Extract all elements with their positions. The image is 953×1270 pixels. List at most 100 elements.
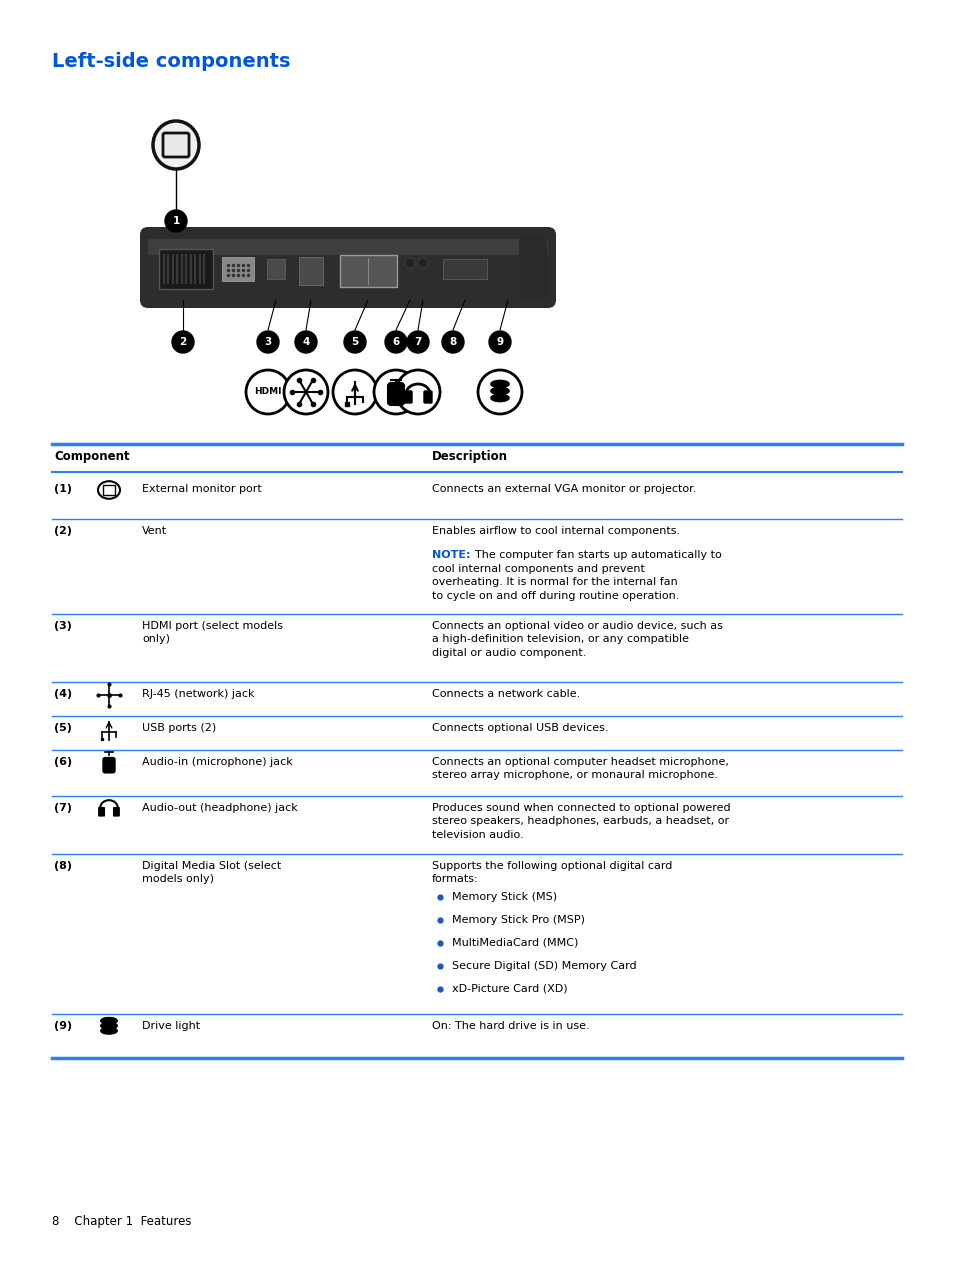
Ellipse shape — [491, 395, 509, 401]
Text: Connects a network cable.: Connects a network cable. — [432, 690, 579, 698]
Ellipse shape — [491, 381, 509, 387]
Text: HDMI port (select models: HDMI port (select models — [142, 621, 283, 631]
Circle shape — [344, 331, 366, 353]
Circle shape — [385, 331, 407, 353]
Circle shape — [333, 370, 376, 414]
FancyBboxPatch shape — [103, 485, 114, 495]
Text: 2: 2 — [179, 337, 187, 347]
Text: (6): (6) — [54, 757, 72, 767]
Text: Supports the following optional digital card: Supports the following optional digital … — [432, 861, 672, 871]
Text: Connects an external VGA monitor or projector.: Connects an external VGA monitor or proj… — [432, 484, 696, 494]
Text: RJ-45 (network) jack: RJ-45 (network) jack — [142, 690, 254, 698]
FancyBboxPatch shape — [148, 239, 547, 255]
Text: 6: 6 — [392, 337, 399, 347]
Ellipse shape — [491, 387, 509, 395]
Text: (8): (8) — [54, 861, 71, 871]
Text: formats:: formats: — [432, 875, 478, 884]
FancyBboxPatch shape — [98, 806, 105, 817]
Text: 5: 5 — [351, 337, 358, 347]
FancyBboxPatch shape — [518, 236, 546, 298]
Text: 1: 1 — [172, 216, 179, 226]
Text: Left-side components: Left-side components — [52, 52, 291, 71]
Text: Drive light: Drive light — [142, 1021, 200, 1031]
Text: HDMI: HDMI — [254, 387, 281, 396]
Text: Connects optional USB devices.: Connects optional USB devices. — [432, 723, 608, 733]
Text: television audio.: television audio. — [432, 831, 523, 839]
FancyBboxPatch shape — [403, 391, 412, 403]
Text: Description: Description — [432, 450, 507, 464]
Text: (2): (2) — [54, 526, 71, 536]
Text: models only): models only) — [142, 875, 213, 884]
Text: 8: 8 — [449, 337, 456, 347]
FancyBboxPatch shape — [112, 806, 120, 817]
Text: a high-definition television, or any compatible: a high-definition television, or any com… — [432, 635, 688, 644]
Text: Secure Digital (SD) Memory Card: Secure Digital (SD) Memory Card — [452, 961, 636, 970]
Text: Vent: Vent — [142, 526, 167, 536]
Text: External monitor port: External monitor port — [142, 484, 261, 494]
Circle shape — [395, 370, 439, 414]
Circle shape — [477, 370, 521, 414]
Text: 9: 9 — [496, 337, 503, 347]
FancyBboxPatch shape — [423, 391, 432, 403]
Text: to cycle on and off during routine operation.: to cycle on and off during routine opera… — [432, 591, 679, 601]
FancyBboxPatch shape — [159, 249, 213, 290]
Text: stereo speakers, headphones, earbuds, a headset, or: stereo speakers, headphones, earbuds, a … — [432, 817, 728, 827]
Circle shape — [165, 210, 187, 232]
Text: Component: Component — [54, 450, 130, 464]
Circle shape — [405, 258, 415, 268]
Text: stereo array microphone, or monaural microphone.: stereo array microphone, or monaural mic… — [432, 771, 718, 781]
Text: only): only) — [142, 635, 170, 644]
Text: Produces sound when connected to optional powered: Produces sound when connected to optiona… — [432, 803, 730, 813]
Text: 7: 7 — [414, 337, 421, 347]
Text: (1): (1) — [54, 484, 71, 494]
Text: Audio-in (microphone) jack: Audio-in (microphone) jack — [142, 757, 293, 767]
FancyBboxPatch shape — [388, 384, 403, 405]
Circle shape — [172, 331, 193, 353]
Text: (3): (3) — [54, 621, 71, 631]
Circle shape — [284, 370, 328, 414]
Text: (5): (5) — [54, 723, 71, 733]
Text: Digital Media Slot (select: Digital Media Slot (select — [142, 861, 281, 871]
FancyBboxPatch shape — [339, 255, 396, 287]
Text: USB ports (2): USB ports (2) — [142, 723, 216, 733]
Text: Memory Stick Pro (MSP): Memory Stick Pro (MSP) — [452, 914, 584, 925]
Text: (7): (7) — [54, 803, 71, 813]
FancyBboxPatch shape — [222, 257, 253, 281]
Text: cool internal components and prevent: cool internal components and prevent — [432, 564, 644, 574]
Text: Connects an optional video or audio device, such as: Connects an optional video or audio devi… — [432, 621, 722, 631]
Text: Connects an optional computer headset microphone,: Connects an optional computer headset mi… — [432, 757, 728, 767]
Text: The computer fan starts up automatically to: The computer fan starts up automatically… — [475, 550, 721, 560]
Circle shape — [294, 331, 316, 353]
Text: 3: 3 — [264, 337, 272, 347]
Text: Enables airflow to cool internal components.: Enables airflow to cool internal compone… — [432, 526, 679, 536]
Circle shape — [246, 370, 290, 414]
Ellipse shape — [101, 1022, 117, 1029]
Circle shape — [407, 331, 429, 353]
Circle shape — [489, 331, 511, 353]
Text: overheating. It is normal for the internal fan: overheating. It is normal for the intern… — [432, 578, 677, 587]
Text: NOTE:: NOTE: — [432, 550, 470, 560]
FancyBboxPatch shape — [140, 227, 556, 309]
Circle shape — [417, 258, 428, 268]
Text: (9): (9) — [54, 1021, 72, 1031]
Circle shape — [374, 370, 417, 414]
Text: 8    Chapter 1  Features: 8 Chapter 1 Features — [52, 1215, 192, 1228]
Ellipse shape — [152, 121, 199, 169]
Ellipse shape — [98, 481, 120, 499]
Text: (4): (4) — [54, 690, 72, 698]
Circle shape — [256, 331, 278, 353]
FancyBboxPatch shape — [163, 133, 189, 157]
FancyBboxPatch shape — [103, 758, 114, 772]
Text: Memory Stick (MS): Memory Stick (MS) — [452, 892, 557, 902]
FancyBboxPatch shape — [298, 257, 323, 284]
Text: Audio-out (headphone) jack: Audio-out (headphone) jack — [142, 803, 297, 813]
Circle shape — [441, 331, 463, 353]
Ellipse shape — [101, 1027, 117, 1034]
Text: MultiMediaCard (MMC): MultiMediaCard (MMC) — [452, 939, 578, 947]
Ellipse shape — [101, 1017, 117, 1024]
Text: xD-Picture Card (XD): xD-Picture Card (XD) — [452, 984, 567, 994]
FancyBboxPatch shape — [267, 259, 285, 279]
Text: On: The hard drive is in use.: On: The hard drive is in use. — [432, 1021, 589, 1031]
Text: 4: 4 — [302, 337, 310, 347]
FancyBboxPatch shape — [442, 259, 486, 279]
